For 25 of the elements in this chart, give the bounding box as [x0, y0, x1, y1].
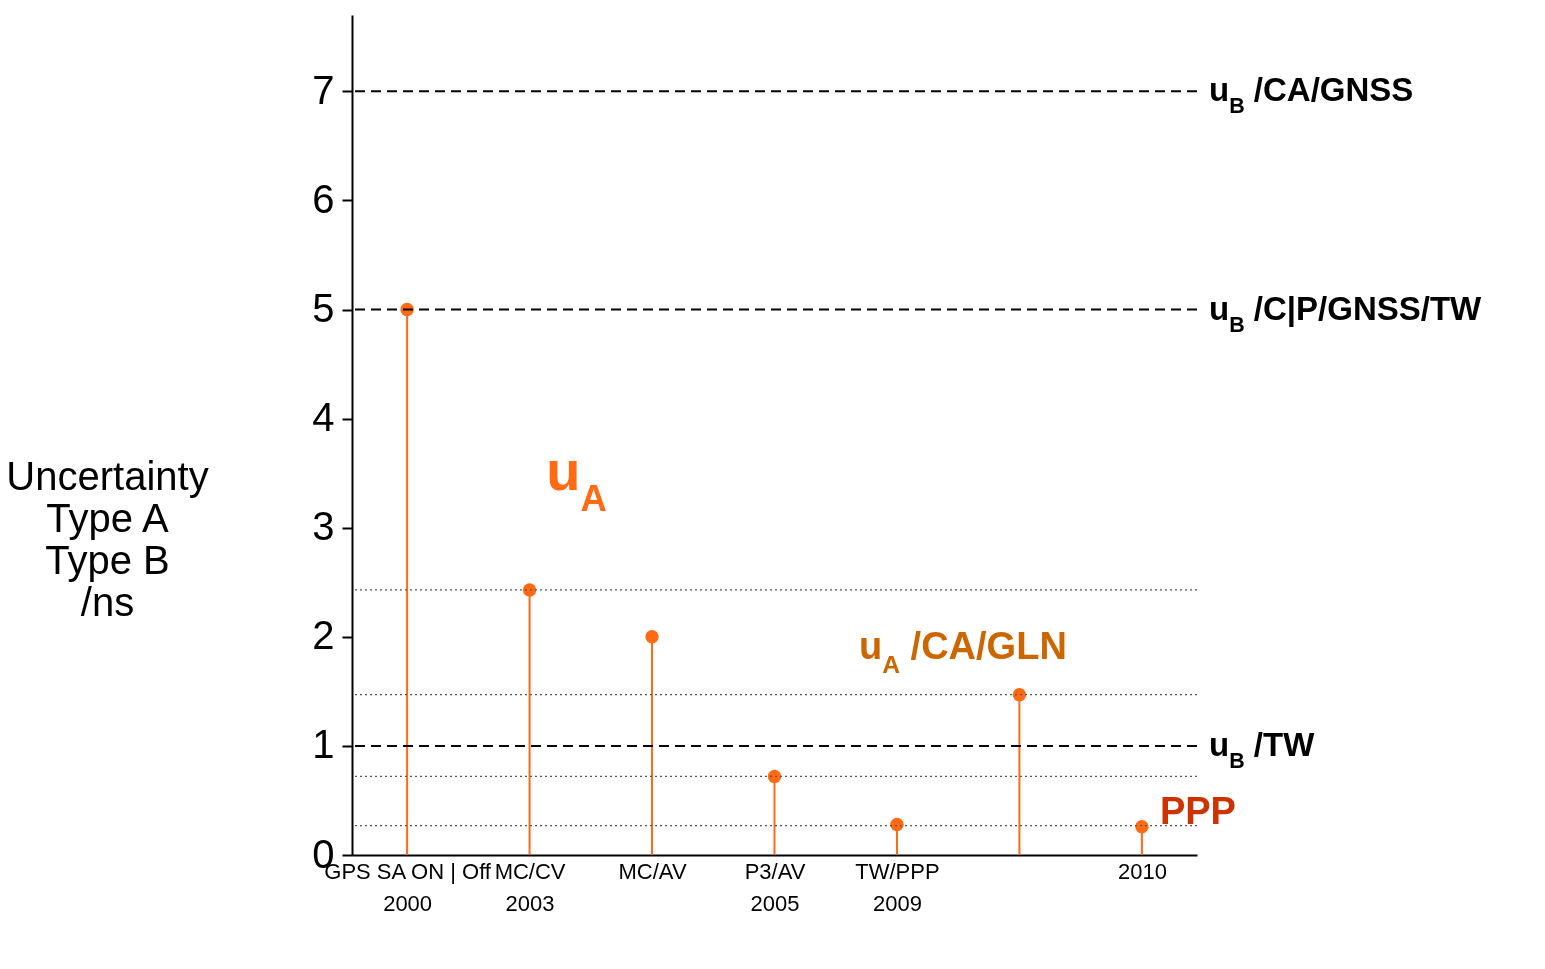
y-tick-label: 3 [312, 504, 335, 549]
y-axis-title: Uncertainty Type A Type B /ns [6, 453, 209, 624]
ref-line-label: u$_{B}$ /CA/GNSS [1209, 71, 1414, 119]
series-label: u$_{A}$ [546, 439, 607, 519]
ref-line-label: u$_{B}$ /C|P/GNSS/TW [1209, 289, 1483, 337]
y-tick-label: 6 [312, 176, 335, 221]
annotation: u$_{A}$ /CA/GLN [859, 624, 1067, 678]
point [767, 769, 782, 784]
point [890, 817, 904, 832]
y-tick-label: 2 [312, 613, 335, 658]
annotation: PPP [1159, 789, 1236, 832]
x-tick-label: MC/AV [618, 858, 687, 884]
x-tick-label: 2010 [1117, 858, 1167, 884]
y-tick-label: 1 [312, 722, 335, 767]
x-tick-label: TW/PPP 2009 [855, 858, 940, 916]
y-tick-label: 4 [312, 395, 335, 440]
x-tick-label: MC/CV 2003 [494, 858, 566, 916]
point [1012, 687, 1027, 702]
point [522, 583, 537, 597]
x-tick-label: P3/AV 2005 [744, 858, 806, 916]
y-tick-label: 7 [312, 67, 335, 112]
ref-line-label: u$_{B}$ /TW [1209, 725, 1316, 773]
point [1135, 819, 1149, 834]
point [645, 630, 659, 644]
y-tick-label: 5 [312, 286, 335, 331]
